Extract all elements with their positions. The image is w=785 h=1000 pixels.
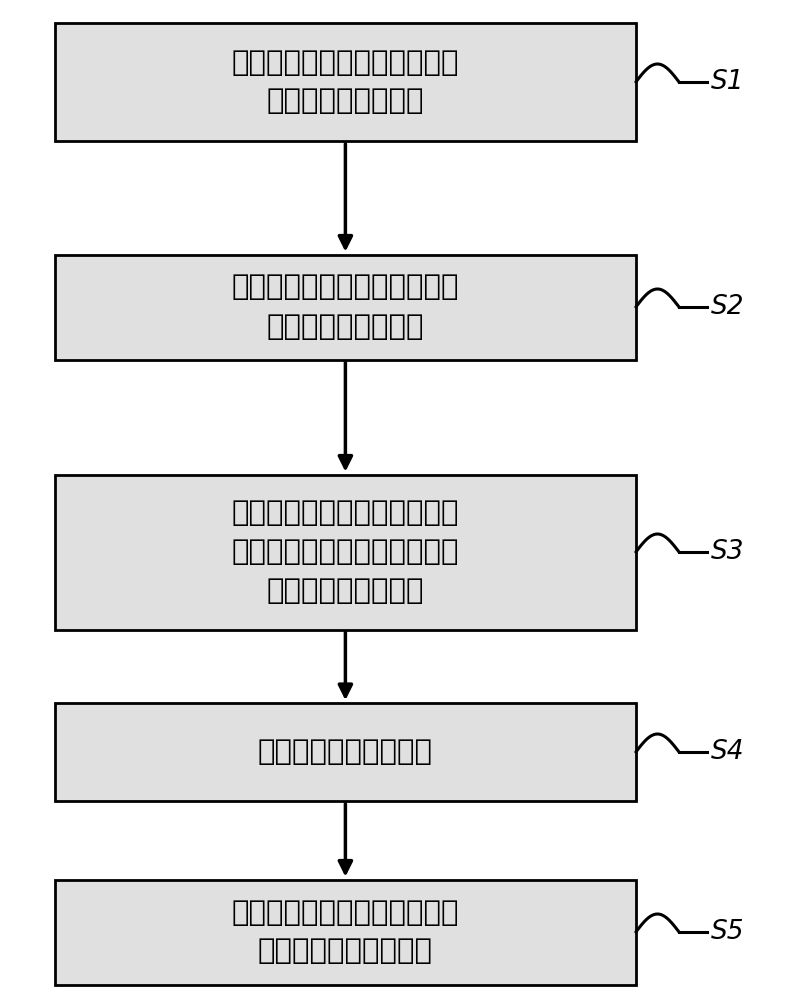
FancyBboxPatch shape <box>55 23 636 141</box>
Text: S2: S2 <box>710 294 744 320</box>
Text: 判断深度图像是否包含完整扣
件区域，若扣件不完整则将前
后两个扣件图像拼接: 判断深度图像是否包含完整扣 件区域，若扣件不完整则将前 后两个扣件图像拼接 <box>232 499 459 605</box>
Text: 基于线激光传感器构建成像系
统采集轨道轮廓高度: 基于线激光传感器构建成像系 统采集轨道轮廓高度 <box>232 48 459 115</box>
Text: 扣件深度图像区域提取: 扣件深度图像区域提取 <box>258 738 433 766</box>
Text: 深度卷积神经网络对扣件区域
图像分类识别缺陷扣件: 深度卷积神经网络对扣件区域 图像分类识别缺陷扣件 <box>232 898 459 966</box>
FancyBboxPatch shape <box>55 703 636 801</box>
Text: S5: S5 <box>710 919 744 945</box>
FancyBboxPatch shape <box>55 255 636 360</box>
Text: S4: S4 <box>710 739 744 765</box>
FancyBboxPatch shape <box>55 475 636 630</box>
Text: S1: S1 <box>710 69 744 95</box>
Text: S3: S3 <box>710 539 744 565</box>
FancyBboxPatch shape <box>55 880 636 984</box>
Text: 利用颜色映射方法将轮廓高度
构建为彩色深度图像: 利用颜色映射方法将轮廓高度 构建为彩色深度图像 <box>232 273 459 340</box>
